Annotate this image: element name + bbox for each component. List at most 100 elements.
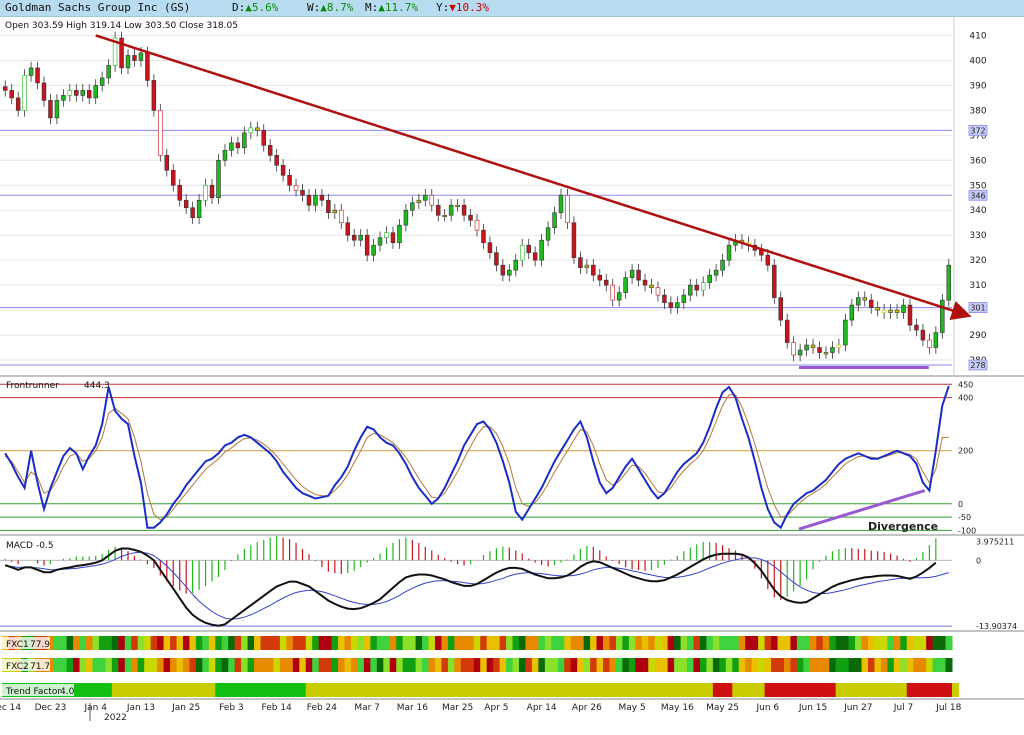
fxc1-cell xyxy=(932,636,940,650)
fxc1-cell xyxy=(725,636,733,650)
fxc2-cell xyxy=(738,658,746,672)
candle-body xyxy=(410,202,415,211)
fxc2-cell xyxy=(874,658,882,672)
candle-body xyxy=(371,244,376,256)
fxc1-cell xyxy=(376,636,384,650)
fxc2-cell xyxy=(512,658,520,672)
fxc2-cell xyxy=(473,658,481,672)
trend-factor-segment xyxy=(764,683,837,697)
candle-body xyxy=(810,344,816,348)
candle-body xyxy=(713,269,719,276)
fxc2-cell xyxy=(855,658,863,672)
fxc2-cell xyxy=(422,658,430,672)
fxc2-cell xyxy=(60,658,68,672)
fxc2-cell xyxy=(783,658,791,672)
fxc1-cell xyxy=(202,636,210,650)
fxc2-cell xyxy=(945,658,953,672)
downtrend-line xyxy=(95,34,972,321)
candle-body xyxy=(901,304,906,313)
fxc1-cell xyxy=(189,636,197,650)
fxc1-cell xyxy=(338,636,346,650)
x-tick-label: Jan 25 xyxy=(171,703,200,713)
price-tick-label: 350 xyxy=(969,181,986,191)
title-bar: Goldman Sachs Group Inc (GS) D:▲5.6% W:▲… xyxy=(0,0,1024,17)
candle-body xyxy=(351,234,357,241)
fxc2-cell xyxy=(848,658,856,672)
fxc1-cell xyxy=(305,636,313,650)
candle-body xyxy=(688,284,693,296)
fxc2-cell xyxy=(829,658,837,672)
fxc1-cell xyxy=(822,636,830,650)
month-change: M:▲11.7% xyxy=(365,1,418,14)
candle-body xyxy=(403,209,409,226)
frontrunner-value: 444.3 xyxy=(84,381,110,391)
x-tick-label: Feb 14 xyxy=(262,703,293,713)
fxc1-cell xyxy=(241,636,249,650)
fxc1-cell xyxy=(467,636,475,650)
x-tick-label: Jun 6 xyxy=(755,703,779,713)
candle-body xyxy=(248,127,254,134)
fxc1-cell xyxy=(719,636,727,650)
fxc2-cell xyxy=(86,658,93,672)
candle-body xyxy=(358,234,363,241)
fxc2-cell xyxy=(383,658,391,672)
fxc1-cell xyxy=(738,636,746,650)
candle-body xyxy=(22,75,27,111)
fxc2-cell xyxy=(325,658,333,672)
candle-body xyxy=(35,67,40,84)
candle-body xyxy=(293,184,299,191)
fxc1-cell xyxy=(687,636,694,650)
fxc1-cell xyxy=(544,636,552,650)
candle-body xyxy=(894,309,900,313)
candle-body xyxy=(856,297,861,306)
chart-canvas[interactable]: 2802903003103203303403503603703803904004… xyxy=(0,17,1024,735)
ohlc-readout: Open 303.59 High 319.14 Low 303.50 Close… xyxy=(5,21,238,31)
fxc2-cell xyxy=(441,658,449,672)
fxc2-value: 71.7 xyxy=(30,662,50,672)
fxc1-cell xyxy=(150,636,158,650)
fxc2-cell xyxy=(919,658,927,672)
x-tick-label: Mar 25 xyxy=(442,703,473,713)
x-tick-label: May 16 xyxy=(661,703,694,713)
candle-body xyxy=(261,130,266,146)
candle-body xyxy=(694,284,699,291)
fxc2-cell xyxy=(926,658,934,672)
candle-body xyxy=(700,282,706,291)
candle-body xyxy=(229,142,234,151)
candle-body xyxy=(468,214,473,221)
candle-body xyxy=(313,194,318,206)
x-tick-label: Jan 4 xyxy=(83,703,107,713)
fxc2-cell xyxy=(318,658,326,672)
fxc1-cell xyxy=(538,636,546,650)
fxc2-cell xyxy=(796,658,804,672)
x-tick-label: Mar 7 xyxy=(354,703,380,713)
fxc2-cell xyxy=(331,658,339,672)
frontrunner-tick-label: -50 xyxy=(958,513,971,522)
fxc1-cell xyxy=(47,636,55,650)
fxc2-cell xyxy=(111,658,119,672)
fxc1-cell xyxy=(415,636,423,650)
fxc1-cell xyxy=(279,636,287,650)
fxc1-cell xyxy=(428,636,436,650)
trend-factor-segment xyxy=(215,683,307,697)
fxc2-cell xyxy=(732,658,740,672)
fxc1-cell xyxy=(919,636,927,650)
trend-factor-segment xyxy=(111,683,216,697)
candle-body xyxy=(888,309,893,313)
x-tick-label: Jan 13 xyxy=(126,703,155,713)
candle-body xyxy=(920,329,926,341)
fxc1-cell xyxy=(648,636,656,650)
candle-body xyxy=(158,110,163,156)
fxc1-cell xyxy=(829,636,837,650)
fxc1-cell xyxy=(641,636,649,650)
fxc2-cell xyxy=(338,658,346,672)
fxc2-cell xyxy=(699,658,707,672)
candle-body xyxy=(326,199,331,214)
fxc2-cell xyxy=(493,658,501,672)
candle-body xyxy=(274,155,279,166)
frontrunner-tick-label: -100 xyxy=(958,526,976,535)
price-pane: 2802903003103203303403503603703803904004… xyxy=(0,17,1024,377)
trend-factor-value: 4.0 xyxy=(60,687,75,697)
candle-body xyxy=(862,297,867,301)
